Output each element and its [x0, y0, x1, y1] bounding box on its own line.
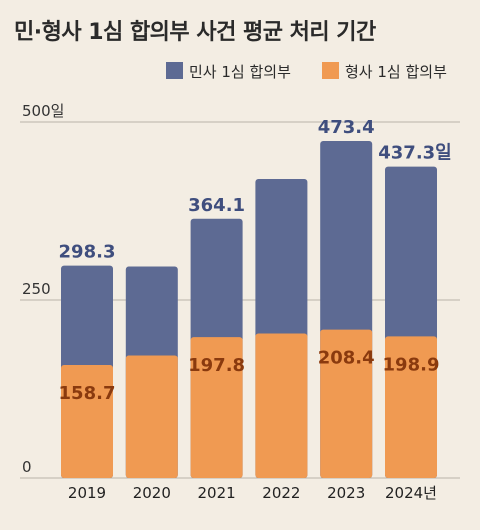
bar-criminal-2022 — [255, 333, 308, 478]
x-tick-label-2024년: 2024년 — [385, 484, 437, 502]
data-label-criminal-2023: 208.4 — [318, 348, 375, 369]
x-tick-label-2019: 2019 — [68, 484, 106, 502]
y-tick-label-1: 250 — [22, 280, 51, 298]
data-label-criminal-2019: 158.7 — [59, 383, 116, 404]
chart-title: 민·형사 1심 합의부 사건 평균 처리 기간 — [14, 20, 376, 45]
data-label-civil-2024년: 437.3일 — [378, 143, 452, 164]
y-tick-label-0: 0 — [22, 458, 32, 476]
legend-label-civil: 민사 1심 합의부 — [189, 63, 291, 81]
bar-criminal-2020 — [125, 355, 178, 478]
bar-criminal-2019 — [61, 365, 113, 478]
bar-criminal-2023 — [320, 329, 373, 478]
data-label-civil-2023: 473.4 — [318, 117, 375, 138]
x-tick-label-2022: 2022 — [262, 484, 300, 502]
data-label-criminal-2024년: 198.9 — [383, 354, 440, 375]
data-label-civil-2019: 298.3 — [59, 242, 116, 263]
data-label-criminal-2021: 197.8 — [188, 355, 245, 376]
legend-swatch-civil — [166, 62, 183, 79]
bar-criminal-2021 — [190, 337, 243, 478]
x-tick-label-2020: 2020 — [133, 484, 171, 502]
x-tick-label-2023: 2023 — [327, 484, 365, 502]
x-tick-label-2021: 2021 — [198, 484, 236, 502]
data-label-civil-2021: 364.1 — [188, 195, 245, 216]
legend-label-criminal: 형사 1심 합의부 — [345, 63, 447, 81]
legend-swatch-criminal — [322, 62, 339, 79]
bar-criminal-2024년 — [385, 336, 437, 478]
y-tick-label-2: 500일 — [22, 102, 64, 120]
